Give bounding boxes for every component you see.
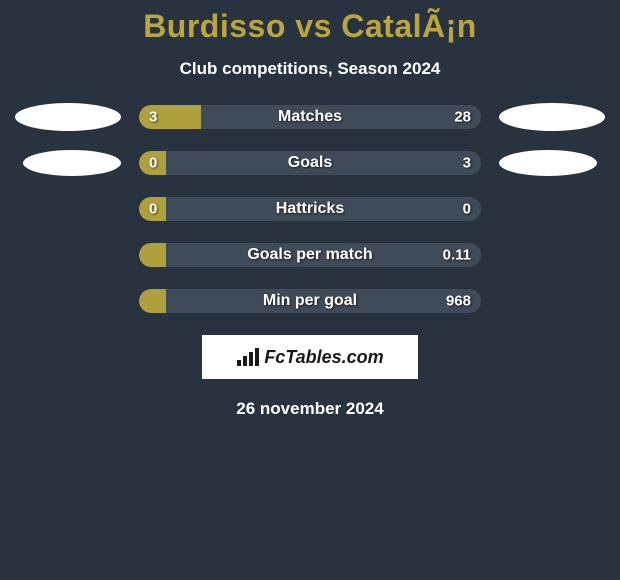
comparison-rows: Matches328Goals03Hattricks00Goals per ma… bbox=[0, 105, 620, 313]
stat-row: Goals0 3 bbox=[0, 151, 620, 175]
subtitle: Club competitions, Season 2024 bbox=[0, 59, 620, 79]
footer-date: 26 november 2024 bbox=[0, 399, 620, 419]
stat-label: Goals per match bbox=[139, 246, 481, 264]
stat-bar: Hattricks0 0 bbox=[139, 197, 481, 221]
stat-value-right: 3 bbox=[463, 155, 471, 172]
stat-row: Hattricks0 0 bbox=[0, 197, 620, 221]
stat-row: Min per goal968 bbox=[0, 289, 620, 313]
avatar-spacer bbox=[15, 195, 121, 223]
avatar-spacer bbox=[499, 287, 605, 315]
stat-label: Hattricks bbox=[139, 200, 481, 218]
player-avatar-left bbox=[15, 103, 121, 131]
avatar-spacer bbox=[499, 241, 605, 269]
stat-row: Goals per match0.11 bbox=[0, 243, 620, 267]
brand-box[interactable]: FcTables.com bbox=[202, 335, 418, 379]
player-avatar-left bbox=[23, 150, 121, 176]
stat-label: Min per goal bbox=[139, 292, 481, 310]
stat-value-right: 0.11 bbox=[443, 247, 471, 264]
stat-bar: Goals per match0.11 bbox=[139, 243, 481, 267]
page-title: Burdisso vs CatalÃ¡n bbox=[0, 8, 620, 45]
player-avatar-right bbox=[499, 150, 597, 176]
stat-value-left: 3 bbox=[149, 109, 157, 126]
bar-chart-icon bbox=[236, 347, 260, 367]
comparison-card: Burdisso vs CatalÃ¡n Club competitions, … bbox=[0, 0, 620, 419]
avatar-spacer bbox=[15, 241, 121, 269]
stat-label: Matches bbox=[139, 108, 481, 126]
stat-value-left: 0 bbox=[149, 155, 157, 172]
player-avatar-right bbox=[499, 103, 605, 131]
stat-value-right: 28 bbox=[454, 109, 471, 126]
stat-bar: Min per goal968 bbox=[139, 289, 481, 313]
avatar-spacer bbox=[15, 287, 121, 315]
stat-value-right: 968 bbox=[446, 293, 471, 310]
stat-label: Goals bbox=[139, 154, 481, 172]
brand-text: FcTables.com bbox=[264, 347, 383, 368]
stat-bar: Matches3 28 bbox=[139, 105, 481, 129]
stat-bar: Goals0 3 bbox=[139, 151, 481, 175]
stat-row: Matches3 28 bbox=[0, 105, 620, 129]
stat-value-right: 0 bbox=[463, 201, 471, 218]
stat-value-left: 0 bbox=[149, 201, 157, 218]
avatar-spacer bbox=[499, 195, 605, 223]
